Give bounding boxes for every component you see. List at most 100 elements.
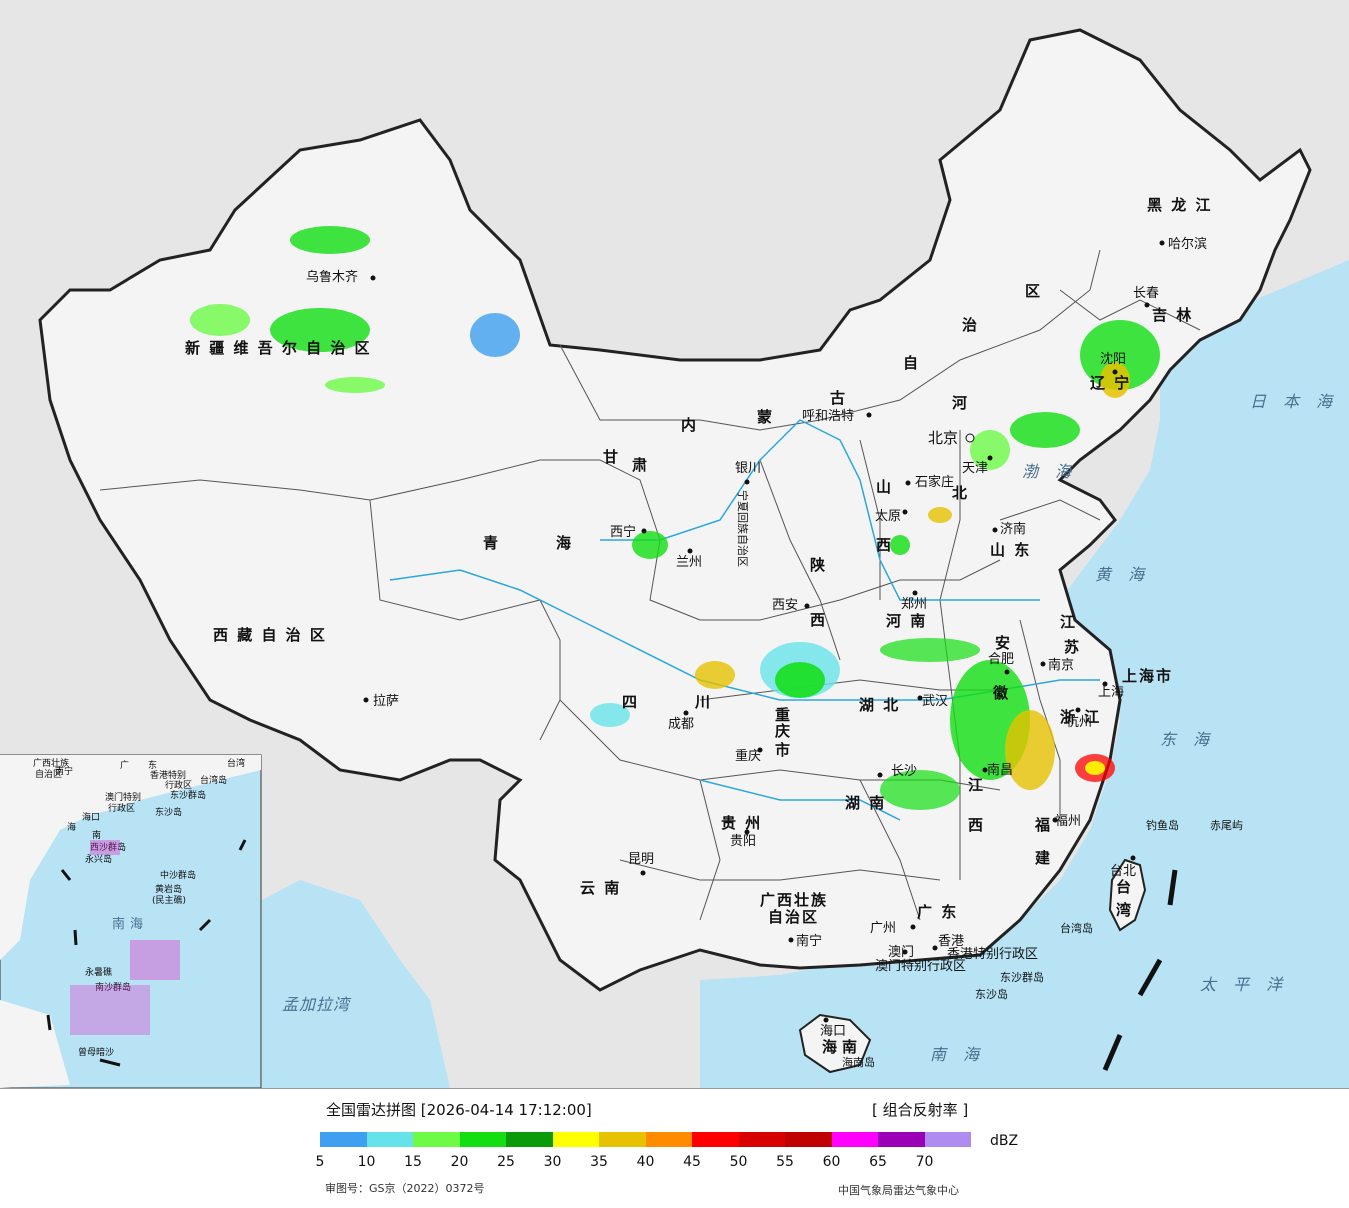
province-label: 南 <box>842 1038 859 1056</box>
color-scale <box>320 1132 971 1147</box>
color-swatch <box>552 1132 599 1147</box>
product-type: [ 组合反射率 ] <box>872 1101 969 1119</box>
province-label: 北 <box>952 484 969 502</box>
inset-label: 台湾岛 <box>200 774 227 786</box>
province-label: 陕 <box>810 556 827 574</box>
city-label: 合肥 <box>988 652 1014 667</box>
province-label: 贵 州 <box>721 814 762 832</box>
city-label: 西安 <box>772 598 798 613</box>
sea-label: 东 海 <box>1160 730 1215 749</box>
province-label: 肃 <box>632 456 649 474</box>
color-swatch <box>366 1132 413 1147</box>
inset-label: 澳门特别 <box>105 791 141 803</box>
island-label: 东沙群岛 <box>1000 970 1044 984</box>
color-swatch <box>785 1132 832 1147</box>
city-label: 澳门 <box>888 944 914 960</box>
province-label: 古 <box>830 389 847 407</box>
province-label: 区 <box>1025 282 1042 300</box>
province-label: 浙 江 <box>1060 708 1101 726</box>
color-swatch <box>506 1132 553 1147</box>
legend-ticks: 5 10 15 20 25 30 35 40 45 50 55 60 65 70 <box>0 1154 1349 1172</box>
province-label: 徽 <box>992 684 1010 702</box>
island-labels: 钓鱼岛 赤尾屿 台湾岛 东沙群岛 东沙岛 海南岛 <box>842 818 1243 1069</box>
inset-label: 西沙群岛 <box>90 841 126 853</box>
legend-title: 全国雷达拼图 [2026-04-14 17:12:00] <box>326 1101 592 1119</box>
province-label: 河 <box>952 394 969 412</box>
city-label: 银川 <box>735 461 761 476</box>
tick-label: 70 <box>915 1154 934 1170</box>
inset-label: 南 <box>112 916 125 932</box>
province-label: 蒙 <box>757 408 774 426</box>
city-label: 南京 <box>1048 657 1074 673</box>
inset-label: 永兴岛 <box>85 853 112 865</box>
province-label: 四 <box>622 693 639 711</box>
inset-label: 自治区 <box>35 768 62 780</box>
color-swatch <box>924 1132 971 1147</box>
tick-label: 50 <box>729 1154 748 1170</box>
province-label: 广西壮族 <box>760 891 828 909</box>
province-label: 青 <box>483 534 500 552</box>
sea-label: 孟加拉湾 <box>282 995 352 1014</box>
province-label: 江 <box>1060 613 1077 631</box>
island-label: 东沙岛 <box>975 987 1008 1001</box>
province-label: 建 <box>1035 849 1052 867</box>
island-label: 钓鱼岛 <box>1146 818 1179 832</box>
inset-label: 广 <box>120 759 129 771</box>
color-swatch <box>320 1132 367 1147</box>
sea-label: 太 平 洋 <box>1200 975 1288 994</box>
inset-label: (民主礁) <box>152 894 186 906</box>
tick-label: 25 <box>497 1154 515 1170</box>
tick-label: 10 <box>357 1154 376 1170</box>
province-label: 广 东 <box>917 903 958 921</box>
province-label: 上海市 <box>1122 667 1173 685</box>
province-label: 台 <box>1116 878 1133 896</box>
inset-label: 海口 <box>82 811 100 823</box>
approval-number: 审图号：GS京（2022）0372号 <box>325 1182 485 1195</box>
sea-area-bengal <box>262 880 450 1088</box>
province-label: 河 南 <box>886 612 927 630</box>
sea-area <box>700 260 1349 1088</box>
color-swatch <box>692 1132 739 1147</box>
city-label: 乌鲁木齐 <box>306 269 358 285</box>
province-label: 市 <box>775 741 792 759</box>
sea-label: 日 本 海 <box>1250 392 1338 411</box>
city-label: 兰州 <box>676 555 702 570</box>
inset-label: 广西壮族 <box>33 757 69 769</box>
color-swatch <box>738 1132 785 1147</box>
tick-label: 30 <box>543 1154 562 1170</box>
province-label: 内 <box>681 416 698 434</box>
inset-label: 南沙群岛 <box>95 981 131 993</box>
province-label: 湖 南 <box>845 794 886 812</box>
island-label: 台湾岛 <box>1060 921 1093 935</box>
legend-panel: 全国雷达拼图 [2026-04-14 17:12:00] [ 组合反射率 ] d… <box>0 1089 1349 1208</box>
province-label: 重 <box>775 706 792 724</box>
inset-label: 香港特别 <box>150 769 186 781</box>
city-label: 贵阳 <box>730 834 756 849</box>
inset-label: 东 <box>148 759 157 771</box>
color-swatch <box>645 1132 692 1147</box>
city-label: 北京 <box>928 429 958 447</box>
province-label: 庆 <box>775 722 792 740</box>
city-label: 呼和浩特 <box>802 409 854 424</box>
province-labels: 新 疆 维 吾 尔 自 治 区 西 藏 自 治 区 青 海 甘 内 蒙 古 自 … <box>185 196 1210 1056</box>
province-label: 西 <box>810 611 827 629</box>
city-label: 郑州 <box>901 597 927 612</box>
inset-label: 行政区 <box>165 779 192 791</box>
city-label: 西宁 <box>610 524 636 540</box>
organization: 中国气象局雷达气象中心 <box>838 1184 959 1197</box>
province-label: 西 <box>876 536 893 554</box>
inset-label: 黄岩岛 <box>155 883 182 895</box>
inset-label: 东沙岛 <box>155 806 182 818</box>
color-swatch <box>831 1132 878 1147</box>
tick-label: 60 <box>822 1154 841 1170</box>
tick-label: 5 <box>315 1154 325 1170</box>
taiwan-island <box>1108 858 1147 932</box>
city-label: 成都 <box>668 717 694 732</box>
city-label: 广州 <box>870 921 896 936</box>
province-label: 云 南 <box>580 879 621 897</box>
inset-label: 永暑礁 <box>85 966 112 978</box>
province-label: 吉 林 <box>1152 306 1193 324</box>
province-label: 江 <box>968 776 985 794</box>
province-label: 香港特别行政区 <box>947 947 1038 962</box>
city-label: 哈尔滨 <box>1168 236 1207 252</box>
